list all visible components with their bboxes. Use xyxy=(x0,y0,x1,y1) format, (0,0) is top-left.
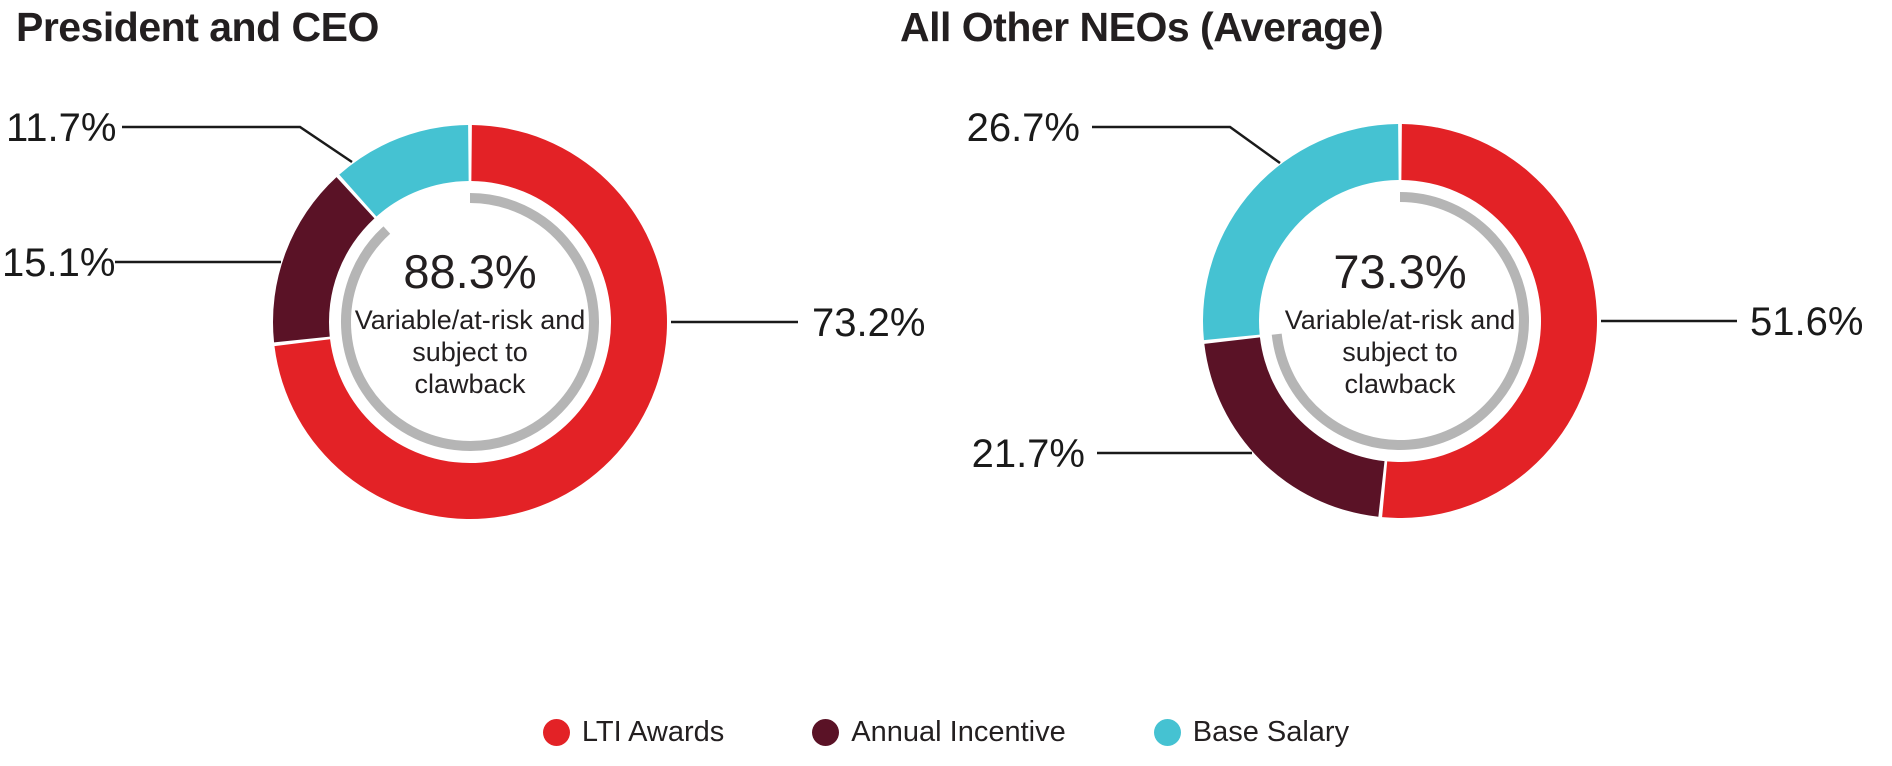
donut-segment-lti-awards xyxy=(1382,124,1597,518)
legend-item-annual-incentive: Annual Incentive xyxy=(812,716,1066,749)
callout-neos-lti-awards: 51.6% xyxy=(1750,300,1863,344)
donut-center-ceo: 88.3% Variable/at-risk and subject to cl… xyxy=(320,246,620,401)
legend-item-lti-awards: LTI Awards xyxy=(542,716,725,749)
legend-label-lti-awards: LTI Awards xyxy=(581,716,725,748)
donut-center-neos: 73.3% Variable/at-risk and subject to cl… xyxy=(1250,246,1550,401)
callout-neos-base-salary: 26.7% xyxy=(967,106,1080,150)
legend: LTI Awards Annual Incentive Base Salary xyxy=(0,716,1892,749)
leader-line-neos-base-salary xyxy=(1092,125,1281,165)
annual-incentive-swatch-icon xyxy=(812,719,840,746)
base-salary-swatch-icon xyxy=(1153,719,1181,746)
inner-progress-arc xyxy=(341,193,599,451)
donut-center-value-neos: 73.3% xyxy=(1333,245,1467,298)
inner-progress-arc xyxy=(1271,192,1529,450)
chart-title-neos: All Other NEOs (Average) xyxy=(900,4,1384,50)
callout-ceo-annual-incentive: 15.1% xyxy=(2,241,115,285)
donut-center-label-neos: Variable/at-risk and subject to clawback xyxy=(1284,304,1516,400)
callout-ceo-lti-awards: 73.2% xyxy=(812,301,925,345)
callout-ceo-base-salary: 11.7% xyxy=(6,106,116,150)
legend-label-annual-incentive: Annual Incentive xyxy=(851,716,1066,748)
donut-chart-ceo xyxy=(273,125,667,520)
donut-center-value-ceo: 88.3% xyxy=(403,245,537,298)
donut-segment-annual-incentive xyxy=(1204,337,1385,517)
legend-label-base-salary: Base Salary xyxy=(1192,716,1350,748)
donut-chart-neos xyxy=(1203,124,1597,518)
legend-item-base-salary: Base Salary xyxy=(1153,716,1350,749)
leader-line-ceo-base-salary xyxy=(122,125,353,164)
donut-segment-base-salary xyxy=(339,125,469,217)
callout-neos-annual-incentive: 21.7% xyxy=(972,432,1085,476)
donut-center-label-ceo: Variable/at-risk and subject to clawback xyxy=(354,304,586,400)
lti-awards-swatch-icon xyxy=(542,719,570,746)
chart-title-ceo: President and CEO xyxy=(16,4,379,50)
donut-segment-annual-incentive xyxy=(273,177,375,343)
donut-segment-base-salary xyxy=(1203,124,1399,341)
